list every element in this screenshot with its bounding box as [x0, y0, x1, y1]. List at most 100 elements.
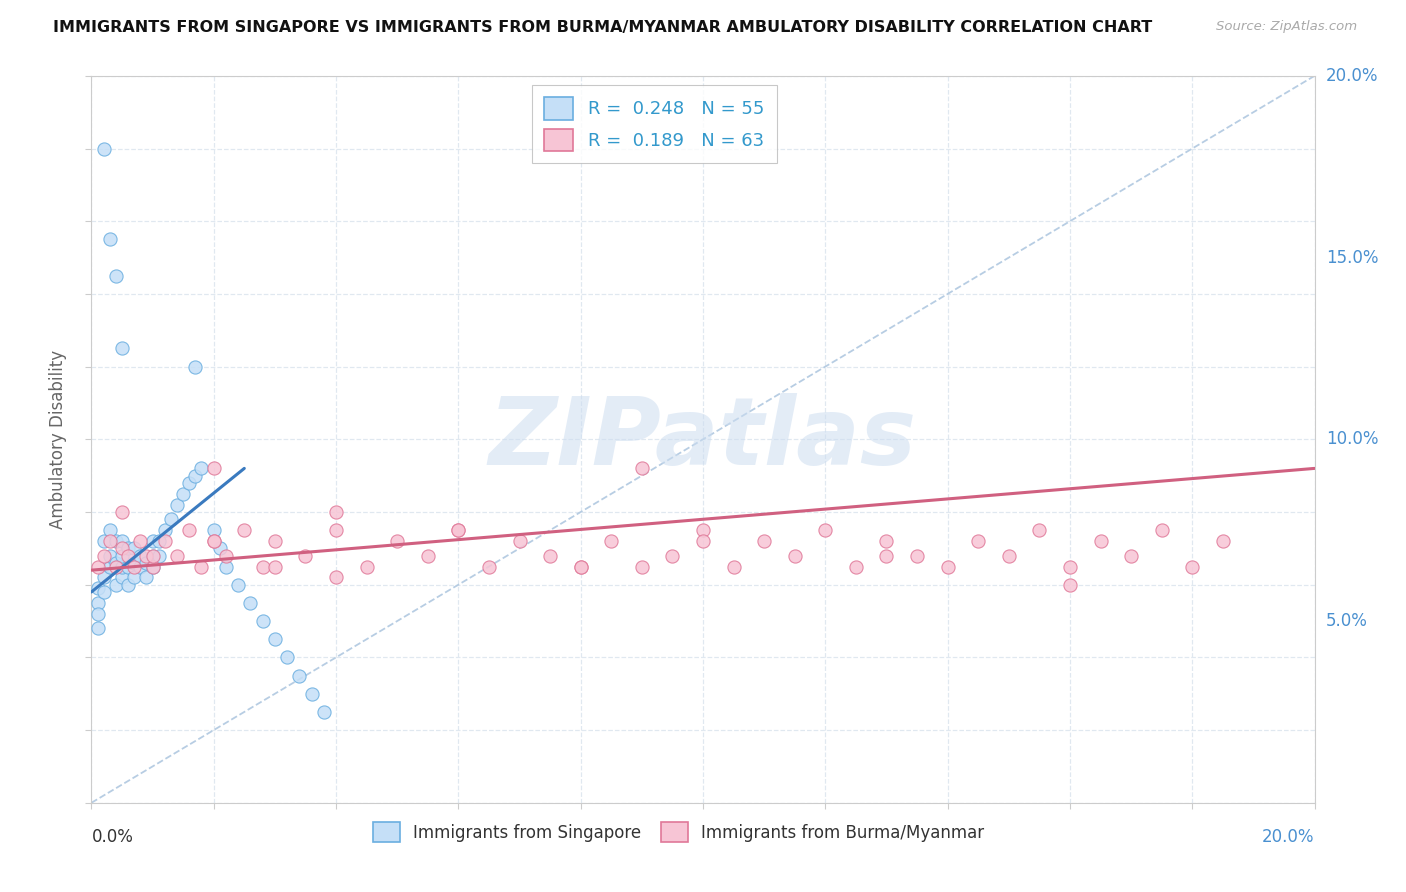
Point [111, 549, 134, 563]
Point [416, 549, 439, 563]
Point [264, 559, 287, 574]
Point [631, 461, 654, 475]
Point [252, 614, 274, 628]
Point [301, 687, 323, 701]
Point [1212, 534, 1234, 549]
Point [179, 523, 201, 537]
Point [122, 570, 145, 584]
Point [325, 523, 347, 537]
Point [814, 523, 837, 537]
Point [104, 578, 127, 592]
Point [184, 359, 207, 374]
Point [325, 570, 347, 584]
Text: 5.0%: 5.0% [1326, 612, 1368, 630]
Point [111, 342, 134, 356]
Point [160, 512, 183, 526]
Point [215, 549, 238, 563]
Point [153, 523, 176, 537]
Point [111, 534, 134, 549]
Point [184, 468, 207, 483]
Point [86, 582, 108, 596]
Point [104, 534, 127, 549]
Point [600, 534, 623, 549]
Point [538, 549, 561, 563]
Point [723, 559, 745, 574]
Point [754, 534, 776, 549]
Point [93, 585, 115, 599]
Text: 20.0%: 20.0% [1263, 828, 1315, 846]
Point [122, 556, 145, 570]
Point [141, 559, 163, 574]
Point [936, 559, 959, 574]
Point [1028, 523, 1050, 537]
Point [1059, 578, 1081, 592]
Point [86, 621, 108, 635]
Text: IMMIGRANTS FROM SINGAPORE VS IMMIGRANTS FROM BURMA/MYANMAR AMBULATORY DISABILITY: IMMIGRANTS FROM SINGAPORE VS IMMIGRANTS … [53, 20, 1153, 35]
Point [264, 632, 287, 647]
Point [190, 461, 212, 475]
Point [104, 268, 127, 283]
Point [141, 549, 163, 563]
Point [998, 549, 1021, 563]
Point [93, 549, 115, 563]
Point [141, 534, 163, 549]
Point [148, 549, 170, 563]
Text: 20.0%: 20.0% [1326, 67, 1378, 85]
Point [141, 559, 163, 574]
Point [233, 523, 256, 537]
Point [111, 541, 134, 556]
Point [325, 505, 347, 519]
Point [276, 650, 298, 665]
Point [111, 505, 134, 519]
Point [202, 534, 225, 549]
Text: 15.0%: 15.0% [1326, 249, 1378, 267]
Point [98, 549, 121, 563]
Point [783, 549, 806, 563]
Point [111, 570, 134, 584]
Point [117, 541, 139, 556]
Point [98, 232, 121, 246]
Point [875, 534, 898, 549]
Point [117, 559, 139, 574]
Point [179, 475, 201, 490]
Point [692, 534, 714, 549]
Point [1181, 559, 1204, 574]
Point [141, 549, 163, 563]
Point [117, 578, 139, 592]
Point [98, 523, 121, 537]
Point [117, 549, 139, 563]
Point [478, 559, 501, 574]
Point [153, 534, 176, 549]
Point [93, 570, 115, 584]
Point [111, 559, 134, 574]
Point [447, 523, 470, 537]
Point [202, 461, 225, 475]
Point [104, 556, 127, 570]
Point [692, 523, 714, 537]
Text: 10.0%: 10.0% [1326, 430, 1378, 449]
Point [86, 607, 108, 621]
Point [166, 498, 188, 512]
Point [135, 556, 157, 570]
Point [1121, 549, 1143, 563]
Point [1150, 523, 1173, 537]
Point [1090, 534, 1112, 549]
Point [86, 596, 108, 610]
Point [264, 534, 287, 549]
Point [135, 549, 157, 563]
Point [252, 559, 274, 574]
Point [135, 570, 157, 584]
Point [202, 523, 225, 537]
Point [239, 596, 262, 610]
Point [845, 559, 868, 574]
Point [1059, 559, 1081, 574]
Point [148, 534, 170, 549]
Point [129, 534, 152, 549]
Point [875, 549, 898, 563]
Point [129, 559, 152, 574]
Point [294, 549, 316, 563]
Point [569, 559, 592, 574]
Y-axis label: Ambulatory Disability: Ambulatory Disability [49, 350, 67, 529]
Point [631, 559, 654, 574]
Point [129, 549, 152, 563]
